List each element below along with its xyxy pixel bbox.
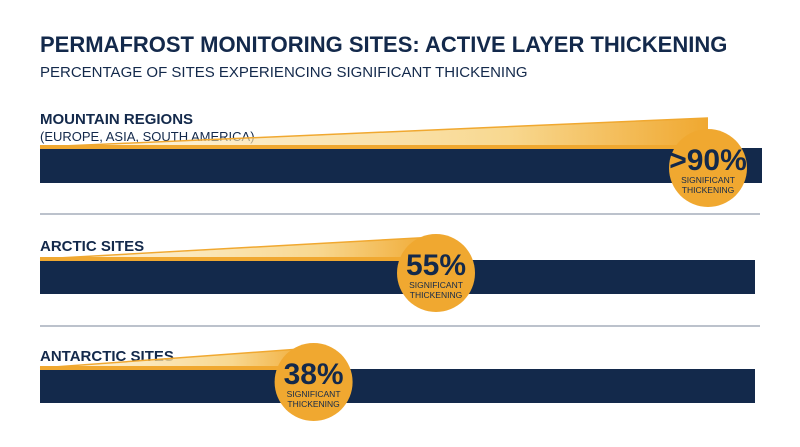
value-strip [40,257,436,261]
value-bubble [397,234,475,312]
track-bar [40,148,762,183]
value-wedge-edge [39,347,314,369]
track-bar [40,369,755,403]
value-bubble [669,129,747,207]
value-bubble [274,343,353,421]
category-label: MOUNTAIN REGIONS [40,111,193,128]
value-label: >90% [669,144,747,177]
value-caption: SIGNIFICANT [287,389,341,399]
value-caption: THICKENING [287,399,339,409]
value-label: 38% [284,358,344,391]
value-wedge-edge [39,117,709,148]
value-strip [40,145,708,149]
value-caption: THICKENING [410,290,462,300]
value-wedge-edge [39,236,437,260]
value-caption: THICKENING [682,185,734,195]
chart-subtitle: PERCENTAGE OF SITES EXPERIENCING SIGNIFI… [40,64,528,81]
value-label: 55% [406,249,466,282]
chart-title: PERMAFROST MONITORING SITES: ACTIVE LAYE… [40,32,727,57]
value-caption: SIGNIFICANT [409,280,463,290]
value-strip [40,366,314,370]
category-label: ARCTIC SITES [40,238,144,255]
value-caption: SIGNIFICANT [681,175,735,185]
chart-rows: MOUNTAIN REGIONS(EUROPE, ASIA, SOUTH AME… [39,111,762,421]
